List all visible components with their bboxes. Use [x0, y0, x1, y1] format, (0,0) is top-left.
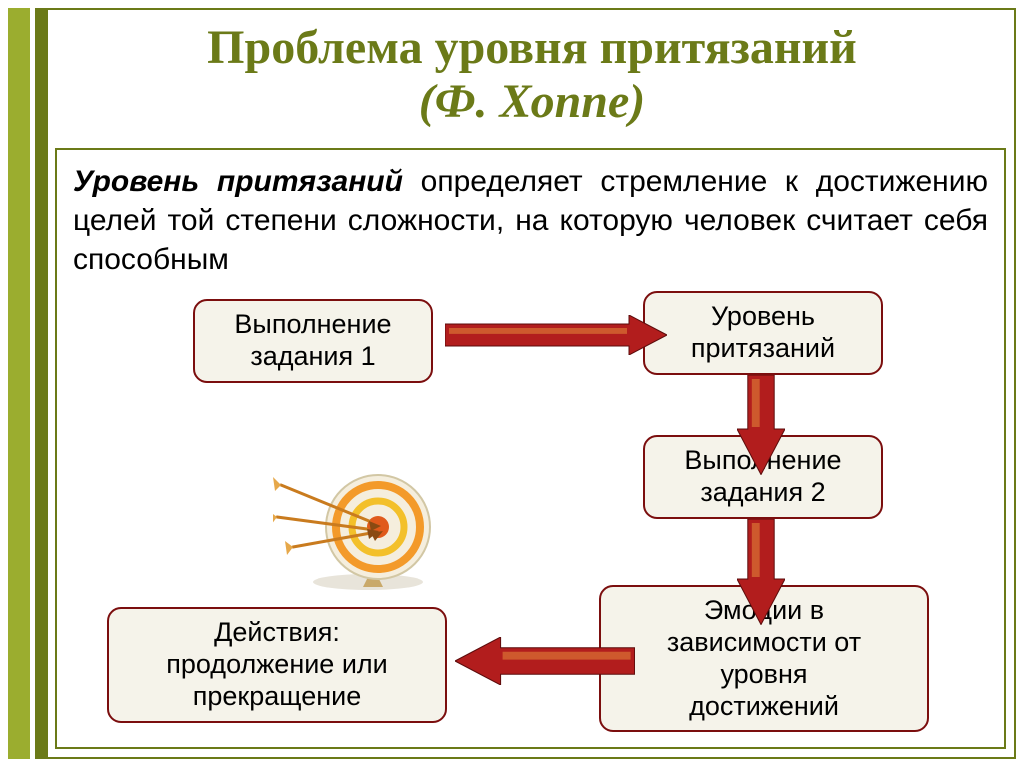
flow-arrow-n1-n2	[445, 315, 667, 360]
flow-node-n2: Уровеньпритязаний	[643, 291, 883, 375]
flow-node-n4: Эмоции взависимости отуровнядостижений	[599, 585, 929, 732]
flow-node-n1: Выполнениезадания 1	[193, 299, 433, 383]
flowchart: Выполнениезадания 1 Уровеньпритязаний Выпо…	[73, 287, 988, 747]
flow-node-n5: Действия:продолжение илипрекращение	[107, 607, 447, 723]
title-line2: (Ф. Хоппе)	[70, 74, 994, 129]
slide-title: Проблема уровня притязаний (Ф. Хоппе)	[70, 22, 994, 129]
title-line1: Проблема уровня притязаний	[70, 22, 994, 74]
definition-term: Уровень притязаний	[73, 165, 403, 198]
side-accent	[8, 8, 48, 759]
flow-node-n3: Выполнениезадания 2	[643, 435, 883, 519]
content-box: Уровень притязаний определяет стремление…	[55, 148, 1006, 749]
definition-text: Уровень притязаний определяет стремление…	[73, 162, 988, 279]
target-icon	[273, 447, 473, 597]
